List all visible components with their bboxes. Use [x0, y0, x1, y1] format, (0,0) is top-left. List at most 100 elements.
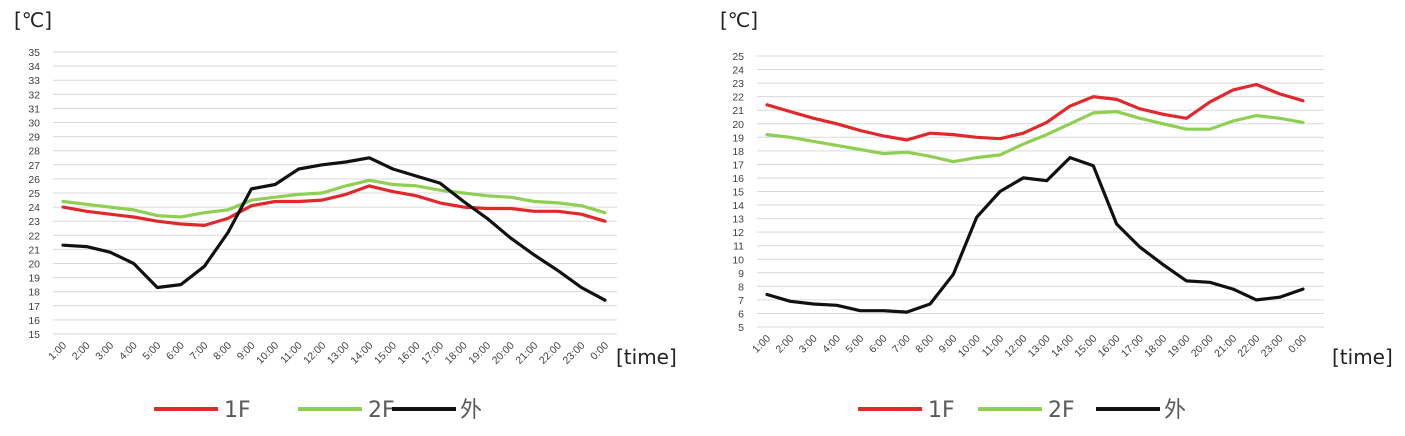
x-tick-label: 14:00 [1049, 333, 1076, 360]
series-line-1f [765, 82, 1305, 142]
x-tick-label: 23:00 [1259, 333, 1286, 360]
x-tick-label: 21:00 [513, 340, 540, 367]
x-tick-label: 12:00 [1002, 333, 1029, 360]
y-tick-label: 15 [28, 329, 40, 341]
x-tick-label: 22:00 [1235, 333, 1262, 360]
x-tick-label: 20:00 [490, 340, 517, 367]
y-tick-label: 5 [738, 322, 744, 334]
y-tick-label: 18 [732, 146, 744, 158]
y-tick-label: 21 [732, 105, 744, 117]
x-tick-label: 7:00 [890, 333, 913, 356]
x-tick-label: 11:00 [278, 340, 305, 367]
y-tick-label: 23 [732, 78, 744, 90]
y-tick-label: 20 [28, 259, 40, 271]
x-tick-label: 6:00 [867, 333, 890, 356]
x-tick-label: 13:00 [1026, 333, 1053, 360]
legend-label-1f: 1F [224, 398, 251, 423]
y-tick-label: 16 [732, 173, 744, 185]
x-tick-label: 3:00 [797, 333, 820, 356]
y-tick-label: 17 [732, 159, 744, 171]
y-tick-label: 21 [28, 244, 40, 256]
y-tick-label: 7 [738, 295, 744, 307]
y-unit-label: [℃] [14, 8, 52, 32]
x-tick-label: 5:00 [140, 340, 163, 363]
x-tick-label: 11:00 [980, 333, 1007, 360]
x-unit-label: [time] [1332, 345, 1393, 369]
y-tick-label: 8 [738, 281, 744, 293]
y-tick-label: 6 [738, 308, 744, 320]
x-tick-label: 21:00 [1212, 333, 1239, 360]
y-tick-label: 20 [732, 119, 744, 131]
legend-label-2f: 2F [1048, 398, 1075, 423]
x-tick-label: 2:00 [70, 340, 93, 363]
left-chart-svg: [℃] [time] 15 16 17 18 19 20 21 22 23 24 25 26 27 28 2… [14, 8, 677, 423]
y-tick-label: 18 [28, 287, 40, 299]
y-tick-label: 25 [28, 188, 40, 200]
series-line-2f [765, 109, 1305, 164]
y-tick-label: 26 [28, 174, 40, 186]
x-tick-label: 1:00 [46, 340, 69, 363]
x-tick-label: 4:00 [820, 333, 843, 356]
y-tick-label: 19 [732, 132, 744, 144]
x-tick-label: 15:00 [372, 340, 399, 367]
right-chart: [℃] [time] 5 6 7 8 9 10 11 12 13 14 15 16 17 18 19 20 21… [702, 0, 1405, 436]
x-tick-label: 12:00 [301, 340, 328, 367]
x-tick-label: 14:00 [348, 340, 375, 367]
y-tick-label: 35 [28, 47, 40, 59]
legend-label-outside: 外 [1164, 398, 1186, 423]
y-tick-label: 13 [732, 214, 744, 226]
x-tick-label: 22:00 [537, 340, 564, 367]
legend: 1F 2F 外 [154, 398, 482, 423]
y-tick-label: 32 [28, 89, 40, 101]
x-tick-label: 18:00 [1142, 333, 1169, 360]
y-tick-label: 25 [732, 51, 744, 63]
y-tick-label: 31 [28, 103, 40, 115]
x-tick-label: 1:00 [750, 333, 773, 356]
y-tick-label: 19 [28, 273, 40, 285]
x-tick-label: 7:00 [188, 340, 211, 363]
y-tick-label: 17 [28, 301, 40, 313]
x-tick-label: 19:00 [466, 340, 493, 367]
x-tick-label: 10:00 [254, 340, 281, 367]
y-tick-label: 11 [733, 241, 744, 253]
series-line-outside [61, 156, 607, 302]
series-line-outside [765, 156, 1305, 314]
y-tick-label: 33 [28, 75, 40, 87]
y-tick-label: 10 [732, 254, 744, 266]
x-tick-label: 23:00 [560, 340, 587, 367]
y-tick-label: 30 [28, 118, 40, 130]
x-tick-label: 19:00 [1166, 333, 1193, 360]
series-line-1f [61, 184, 607, 227]
x-tick-label: 16:00 [396, 340, 423, 367]
legend: 1F 2F 外 [858, 398, 1186, 423]
x-tick-label: 13:00 [325, 340, 352, 367]
legend-label-1f: 1F [928, 398, 955, 423]
legend-label-outside: 外 [460, 398, 482, 423]
x-tick-label: 17:00 [1119, 333, 1146, 360]
y-tick-label: 15 [732, 187, 744, 199]
x-tick-label: 15:00 [1072, 333, 1099, 360]
x-tick-label: 8:00 [211, 340, 234, 363]
y-tick-label: 24 [28, 202, 40, 214]
x-tick-label: 4:00 [117, 340, 140, 363]
x-tick-label: 3:00 [93, 340, 116, 363]
y-tick-label: 34 [28, 61, 40, 73]
x-unit-label: [time] [616, 345, 677, 369]
y-tick-label: 27 [28, 160, 40, 172]
x-tick-label: 2:00 [773, 333, 796, 356]
y-tick-label: 23 [28, 216, 40, 228]
x-tick-label: 16:00 [1096, 333, 1123, 360]
y-tick-label: 12 [732, 227, 744, 239]
y-tick-label: 16 [28, 315, 40, 327]
x-tick-label: 5:00 [843, 333, 866, 356]
y-tick-label: 22 [732, 92, 744, 104]
left-chart: [℃] [time] 15 16 17 18 19 20 21 22 23 24 25 26 27 28 2… [0, 0, 702, 436]
x-tick-label: 0:00 [588, 340, 611, 363]
x-tick-label: 20:00 [1189, 333, 1216, 360]
y-tick-label: 28 [28, 146, 40, 158]
y-tick-label: 14 [732, 200, 744, 212]
y-tick-label: 29 [28, 132, 40, 144]
legend-label-2f: 2F [368, 398, 395, 423]
y-tick-label: 22 [28, 230, 40, 242]
